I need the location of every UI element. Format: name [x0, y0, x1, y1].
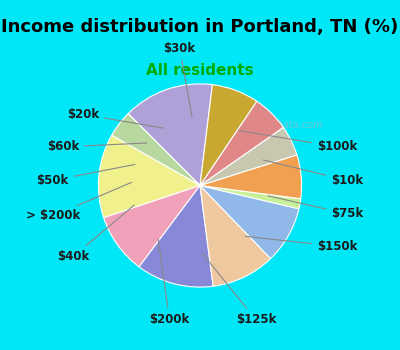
Text: $60k: $60k: [47, 140, 147, 153]
Text: $40k: $40k: [57, 205, 134, 263]
Text: $50k: $50k: [36, 164, 135, 187]
Text: > $200k: > $200k: [26, 182, 132, 223]
Wedge shape: [200, 101, 283, 186]
Text: All residents: All residents: [146, 63, 254, 78]
Wedge shape: [200, 186, 299, 259]
Wedge shape: [200, 127, 297, 186]
Text: $150k: $150k: [245, 236, 357, 253]
Text: $30k: $30k: [164, 42, 196, 117]
Text: $125k: $125k: [202, 254, 276, 326]
Text: $75k: $75k: [268, 196, 364, 220]
Wedge shape: [139, 186, 213, 287]
Wedge shape: [200, 186, 301, 209]
Wedge shape: [200, 186, 271, 286]
Text: City-Data.com: City-Data.com: [253, 120, 323, 130]
Wedge shape: [128, 84, 212, 186]
Text: $20k: $20k: [67, 108, 164, 128]
Wedge shape: [104, 186, 200, 267]
Text: $200k: $200k: [149, 239, 190, 326]
Wedge shape: [200, 85, 257, 186]
Text: $10k: $10k: [263, 160, 364, 187]
Wedge shape: [98, 135, 200, 218]
Text: $100k: $100k: [239, 131, 357, 153]
Wedge shape: [112, 114, 200, 186]
Wedge shape: [200, 155, 302, 199]
Text: Income distribution in Portland, TN (%): Income distribution in Portland, TN (%): [1, 19, 399, 36]
